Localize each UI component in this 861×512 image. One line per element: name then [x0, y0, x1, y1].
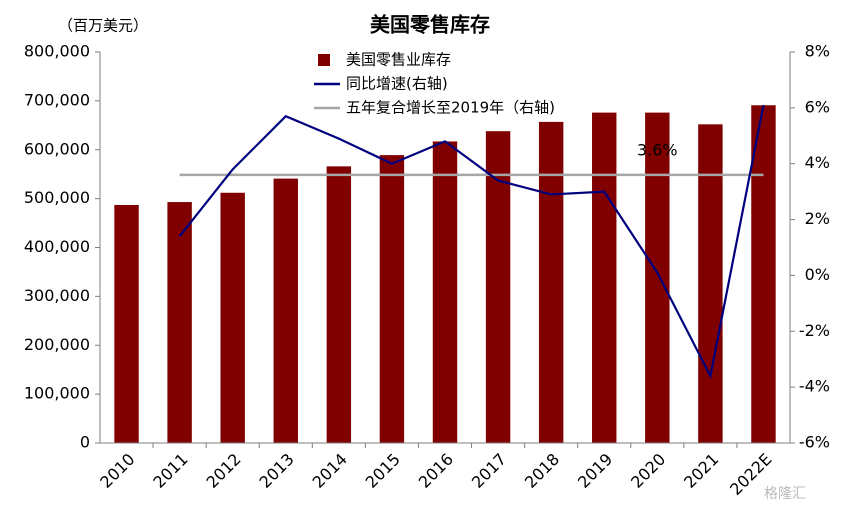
y-tick-label: 800,000	[24, 42, 90, 61]
bar	[698, 124, 723, 444]
x-tick-label: 2012	[202, 450, 244, 492]
bar	[114, 204, 139, 443]
y-tick-label: 400,000	[24, 237, 90, 256]
legend-swatch	[318, 54, 330, 66]
y-axis-label: （百万美元）	[58, 17, 148, 35]
legend-label: 五年复合增长至2019年（右轴)	[346, 99, 555, 117]
bar	[167, 202, 192, 443]
bar	[379, 155, 405, 443]
bar	[592, 112, 617, 443]
y2-tick-label: -6%	[799, 433, 830, 452]
watermark: 格隆汇	[764, 486, 806, 502]
y-tick-label: 200,000	[24, 335, 90, 354]
bar	[273, 178, 298, 443]
bar	[485, 131, 511, 444]
y2-tick-label: 2%	[805, 209, 830, 228]
y-tick-label: 700,000	[24, 90, 90, 109]
chart-title: 美国零售库存	[370, 13, 490, 37]
bar	[326, 166, 352, 443]
bar	[220, 192, 245, 443]
legend-label: 美国零售业库存	[346, 51, 451, 69]
legend-label: 同比增速(右轴)	[346, 75, 448, 93]
x-tick-label: 2014	[309, 450, 351, 492]
annotation: 3.6%	[637, 141, 678, 160]
y-tick-label: 500,000	[24, 188, 90, 207]
y2-tick-label: -2%	[799, 321, 830, 340]
x-tick-label: 2010	[96, 450, 138, 492]
y2-tick-label: 6%	[805, 97, 830, 116]
y2-tick-label: 4%	[805, 153, 830, 172]
bar	[645, 112, 670, 443]
x-tick-label: 2016	[415, 450, 457, 492]
y2-tick-label: 8%	[805, 42, 830, 61]
x-tick-label: 2020	[627, 450, 669, 492]
line-series	[178, 104, 765, 380]
y-tick-label: 100,000	[24, 384, 90, 403]
y2-tick-label: -4%	[799, 377, 830, 396]
x-tick-label: 2019	[574, 450, 616, 492]
bar	[432, 141, 458, 443]
x-tick-label: 2021	[680, 450, 722, 492]
x-tick-label: 2017	[468, 450, 510, 492]
bar	[538, 121, 564, 444]
x-tick-label: 2013	[256, 450, 298, 492]
y2-tick-label: 0%	[805, 265, 830, 284]
x-tick-label: 2015	[362, 450, 404, 492]
bar	[751, 105, 776, 444]
y-tick-label: 600,000	[24, 139, 90, 158]
y-tick-label: 300,000	[24, 286, 90, 305]
y-tick-label: 0	[80, 433, 90, 452]
x-tick-label: 2018	[521, 450, 563, 492]
x-tick-label: 2011	[149, 450, 191, 492]
